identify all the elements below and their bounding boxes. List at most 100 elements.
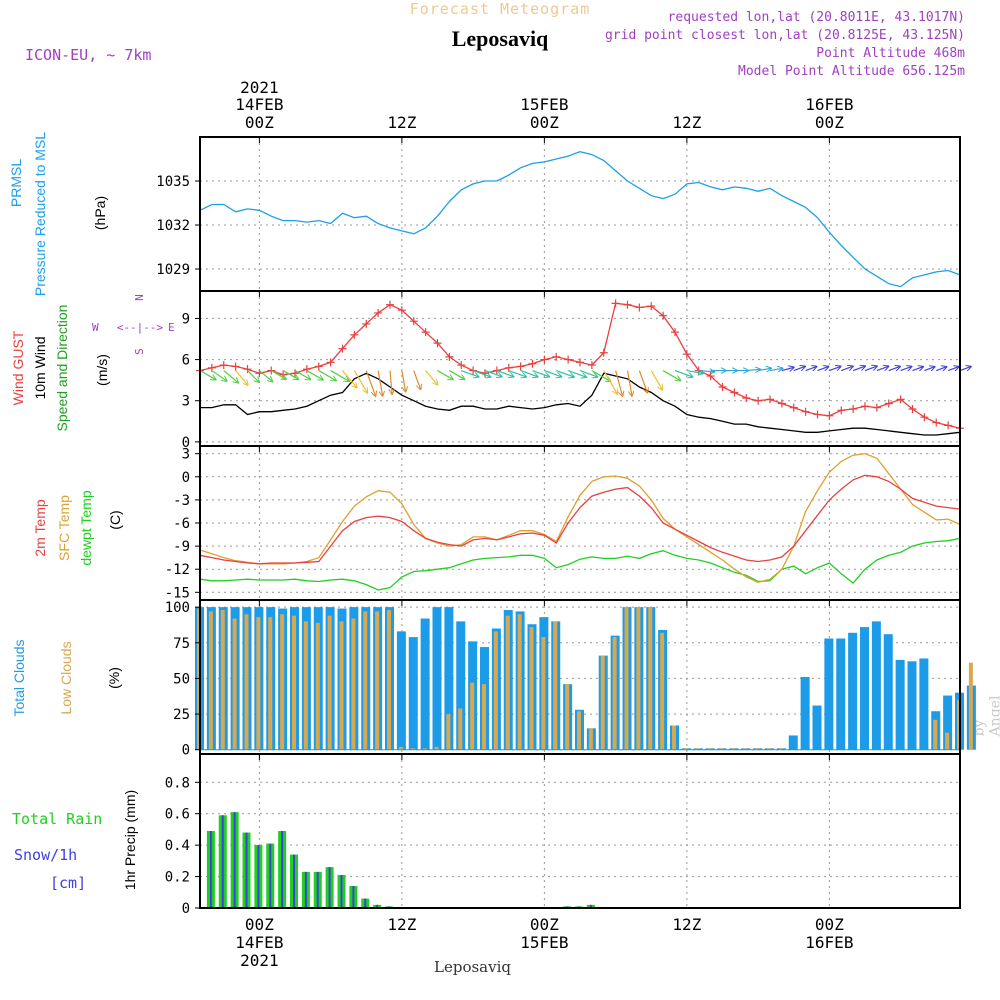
wind-gust-marker [599, 348, 608, 357]
low-clouds-bar [660, 632, 665, 750]
wind-gust-marker [659, 311, 668, 320]
low-clouds-bar [363, 611, 368, 750]
total-clouds-bar [895, 659, 905, 750]
low-clouds-bar [968, 662, 973, 750]
wind-direction-arrow [876, 366, 889, 372]
low-clouds-bar [517, 614, 522, 750]
wind-gust-marker [528, 359, 537, 368]
wind-direction-arrow [864, 366, 877, 372]
bottom-time-label: 12Z [672, 915, 701, 934]
total-clouds-bar [420, 618, 430, 750]
low-clouds-bar [256, 617, 261, 750]
wind-direction-arrow [769, 368, 782, 370]
y-tick-label: 0 [182, 470, 190, 486]
total-clouds-bar [848, 632, 858, 750]
y-tick-label: 3 [182, 394, 190, 410]
wind-gust-marker [718, 383, 727, 392]
low-clouds-bar [446, 714, 451, 750]
panel-frame-precip [199, 753, 961, 909]
y-tick-label: 9 [182, 311, 190, 327]
low-clouds-bar [683, 748, 688, 750]
low-clouds-bar [553, 621, 558, 750]
snow-bar [209, 831, 212, 908]
wind-direction-arrow [532, 369, 550, 377]
low-clouds-bar [933, 719, 938, 750]
total-clouds-bar [871, 621, 881, 750]
wind-direction-arrow [199, 370, 216, 380]
wind-direction-arrow [567, 369, 586, 378]
low-clouds-bar [220, 609, 225, 750]
wind-gust-marker [730, 388, 739, 397]
total-clouds-bar [919, 658, 929, 750]
wind-gust-marker [611, 299, 620, 308]
wind-direction-arrow [365, 370, 375, 396]
bottom-time-label: 00Z [815, 915, 844, 934]
wind-direction-arrow [959, 367, 971, 371]
top-time-label: 12Z [672, 113, 701, 132]
wind-gust-marker [682, 350, 691, 359]
wind-gust-marker [647, 302, 656, 311]
snow-bar [364, 898, 367, 908]
top-date-label: 16FEB [805, 95, 853, 114]
bottom-date-label: 15FEB [520, 933, 568, 952]
wind-direction-arrow [674, 369, 692, 377]
low-clouds-bar [232, 618, 237, 750]
wind-gust-marker [576, 358, 584, 367]
total-clouds-bar [788, 735, 798, 750]
wind-direction-arrow [900, 367, 912, 371]
wind-gust-marker [397, 306, 406, 315]
compass-w: W [92, 321, 99, 334]
snow-bar [281, 831, 284, 908]
snow-bar [328, 867, 331, 908]
low-clouds-bar [339, 621, 344, 750]
low-clouds-bar [505, 615, 510, 750]
wind-direction-arrow [924, 367, 934, 371]
sfc-temp-line [199, 453, 961, 583]
snow-bar [340, 875, 343, 908]
wind-direction-arrow [650, 370, 662, 390]
wind-direction-arrow [520, 369, 538, 377]
snow-bar [304, 871, 307, 908]
low-clouds-bar [280, 614, 285, 750]
y-tick-label: 1029 [156, 262, 190, 278]
snow-bar [233, 812, 236, 908]
wind-gust-marker [932, 418, 941, 427]
model-label: ICON-EU, ~ 7km [25, 46, 152, 64]
low-clouds-bar [588, 728, 593, 750]
wind-direction-arrow [282, 370, 298, 380]
low-clouds-bar [529, 627, 534, 750]
total-clouds-bar [943, 695, 953, 750]
wind-gust-marker [754, 396, 763, 405]
wind-gust-marker [421, 328, 430, 337]
top-time-label: 00Z [245, 113, 274, 132]
wind-gust-marker [374, 308, 383, 317]
wind-gust-marker [766, 395, 774, 404]
wind-direction-arrow [223, 370, 238, 383]
wind-gust-marker [362, 319, 371, 328]
y-tick-label: 50 [173, 671, 190, 687]
total-clouds-bar [824, 638, 834, 750]
low-clouds-bar [422, 748, 427, 750]
wind-gust-marker [386, 300, 394, 309]
wind-direction-arrow [235, 370, 248, 385]
requested-coords: requested lon,lat (20.8011E, 43.1017N) [667, 10, 965, 25]
low-clouds-bar [731, 748, 736, 750]
low-clouds-bar [244, 614, 249, 750]
wind-gust-marker [219, 361, 228, 370]
y-tick-label: 0 [182, 901, 190, 917]
compass-s: S [132, 348, 146, 355]
wind-gust-marker [338, 344, 347, 353]
snow-bar [589, 904, 592, 908]
low-clouds-bar [945, 732, 950, 750]
panel-frame-pressure [199, 136, 961, 292]
wind-direction-arrow [449, 370, 464, 380]
wind-direction-arrow [556, 369, 574, 377]
total-clouds-bar [800, 677, 810, 750]
snow-bar [257, 845, 260, 908]
wind-direction-arrow [936, 367, 946, 371]
total-clouds-bar [432, 607, 442, 750]
wind-direction-arrow [888, 366, 900, 372]
wind-direction-arrow [413, 370, 421, 390]
wind-gust-marker [849, 404, 858, 413]
wind-direction-arrow [342, 370, 357, 388]
